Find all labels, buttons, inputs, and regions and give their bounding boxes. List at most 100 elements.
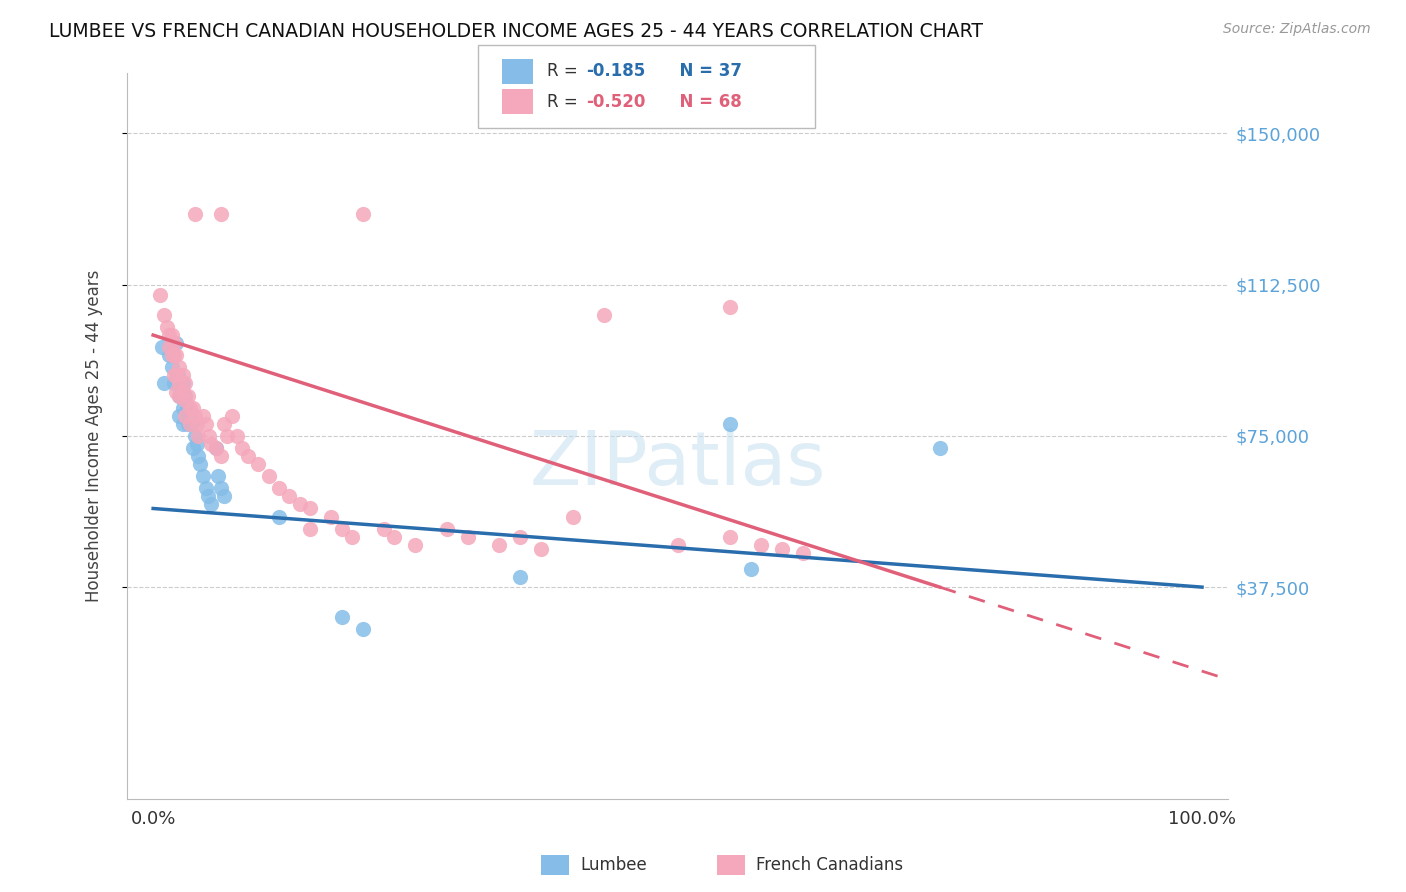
Point xyxy=(165,348,187,362)
Point xyxy=(179,401,201,415)
Point xyxy=(772,541,794,556)
Point xyxy=(257,469,280,483)
Point xyxy=(163,376,186,391)
Point xyxy=(173,409,195,423)
Point xyxy=(718,417,741,431)
Point xyxy=(169,388,191,402)
Point xyxy=(718,300,741,314)
Point xyxy=(215,429,238,443)
Point xyxy=(321,509,343,524)
Point xyxy=(172,376,194,391)
Point xyxy=(165,336,187,351)
Point xyxy=(509,530,531,544)
Point xyxy=(157,348,180,362)
Point xyxy=(187,429,209,443)
Point xyxy=(165,368,187,383)
Point xyxy=(176,401,198,415)
Point xyxy=(197,429,219,443)
Point xyxy=(200,498,222,512)
Point xyxy=(342,530,364,544)
Point xyxy=(152,376,174,391)
Point xyxy=(530,541,553,556)
Point xyxy=(156,320,179,334)
Point xyxy=(184,429,207,443)
Point xyxy=(173,388,195,402)
Text: R =: R = xyxy=(547,93,583,111)
Text: N = 68: N = 68 xyxy=(668,93,741,111)
Point xyxy=(666,538,689,552)
Text: Lumbee: Lumbee xyxy=(581,856,647,874)
Point xyxy=(186,417,208,431)
Point xyxy=(561,509,583,524)
Point xyxy=(509,570,531,584)
Point xyxy=(179,417,201,431)
Point xyxy=(177,388,200,402)
Point xyxy=(221,409,243,423)
Point xyxy=(200,437,222,451)
Point xyxy=(330,522,353,536)
Point xyxy=(181,417,204,431)
Point xyxy=(299,522,322,536)
Point xyxy=(209,449,232,463)
Point xyxy=(247,457,270,471)
Point xyxy=(299,501,322,516)
Point xyxy=(193,469,215,483)
Point xyxy=(187,449,209,463)
Y-axis label: Householder Income Ages 25 - 44 years: Householder Income Ages 25 - 44 years xyxy=(86,269,103,602)
Point xyxy=(740,562,762,576)
Point xyxy=(288,498,311,512)
Point xyxy=(436,522,458,536)
Text: ZIPatlas: ZIPatlas xyxy=(530,428,825,501)
Point xyxy=(173,392,195,407)
Text: LUMBEE VS FRENCH CANADIAN HOUSEHOLDER INCOME AGES 25 - 44 YEARS CORRELATION CHAR: LUMBEE VS FRENCH CANADIAN HOUSEHOLDER IN… xyxy=(49,22,983,41)
Point xyxy=(205,441,228,455)
Point xyxy=(267,509,290,524)
Point xyxy=(169,360,191,375)
Point xyxy=(330,610,353,624)
Point xyxy=(382,530,405,544)
Point xyxy=(150,340,173,354)
Point xyxy=(163,368,186,383)
Text: Source: ZipAtlas.com: Source: ZipAtlas.com xyxy=(1223,22,1371,37)
Point xyxy=(207,469,229,483)
Point xyxy=(188,457,211,471)
Text: N = 37: N = 37 xyxy=(668,62,742,80)
Point xyxy=(214,417,236,431)
Point xyxy=(169,409,191,423)
Point xyxy=(278,489,301,503)
Point xyxy=(160,348,183,362)
Point xyxy=(172,384,194,399)
Point xyxy=(457,530,479,544)
Point xyxy=(205,441,228,455)
Point xyxy=(160,360,183,375)
Text: -0.185: -0.185 xyxy=(586,62,645,80)
Point xyxy=(160,328,183,343)
Point xyxy=(209,481,232,495)
Point xyxy=(169,388,191,402)
Point xyxy=(194,481,217,495)
Point xyxy=(593,308,616,322)
Point xyxy=(231,441,253,455)
Point xyxy=(157,328,180,343)
Point xyxy=(179,409,201,423)
Point xyxy=(352,207,374,221)
Point xyxy=(214,489,236,503)
Point xyxy=(751,538,773,552)
Point xyxy=(373,522,395,536)
Point xyxy=(184,409,207,423)
Point xyxy=(718,530,741,544)
Point xyxy=(184,207,207,221)
Text: French Canadians: French Canadians xyxy=(756,856,904,874)
Point xyxy=(157,340,180,354)
Point xyxy=(177,417,200,431)
Point xyxy=(167,368,190,383)
Point xyxy=(197,489,219,503)
Point xyxy=(352,623,374,637)
Point xyxy=(181,401,204,415)
Point xyxy=(488,538,510,552)
Point xyxy=(152,308,174,322)
Point xyxy=(181,441,204,455)
Point xyxy=(193,409,215,423)
Point xyxy=(163,348,186,362)
Point xyxy=(149,287,172,301)
